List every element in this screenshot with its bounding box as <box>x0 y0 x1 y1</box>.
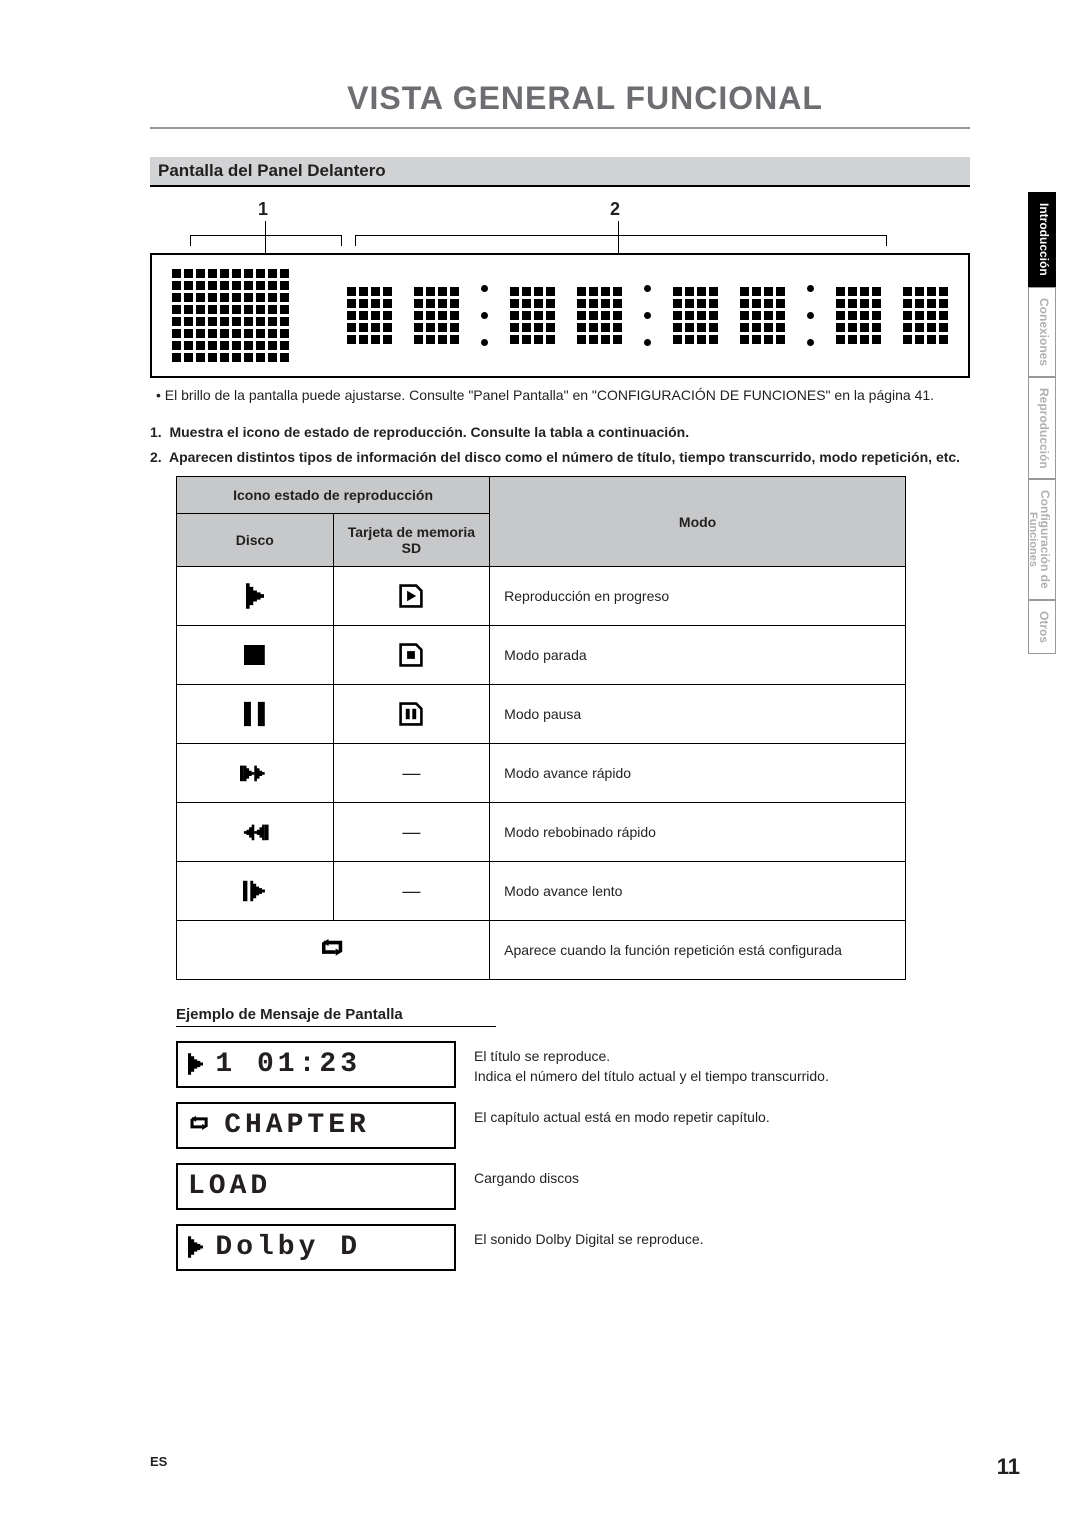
footer-lang: ES <box>150 1454 167 1480</box>
mode-cell: Aparece cuando la función repetición est… <box>490 921 906 980</box>
example-description: El título se reproduce.Indica el número … <box>474 1041 970 1086</box>
front-panel-diagram: 1 2 <box>150 199 970 378</box>
digit-grid <box>577 287 622 344</box>
th-disc: Disco <box>177 514 334 567</box>
side-tab-otros[interactable]: Otros <box>1028 600 1056 654</box>
disc-icon-cell <box>177 685 334 744</box>
sd-icon-cell <box>333 685 490 744</box>
digit-grid <box>836 287 881 344</box>
sd-icon-cell: — <box>333 803 490 862</box>
mode-cell: Modo avance rápido <box>490 744 906 803</box>
fast-forward-icon <box>240 763 269 784</box>
play-icon <box>188 1053 203 1075</box>
sd-icon-cell <box>333 626 490 685</box>
display-text: Dolby D <box>215 1232 361 1263</box>
play-icon <box>246 583 264 609</box>
display-message-box: Dolby D <box>176 1224 456 1271</box>
display-message-box: LOAD <box>176 1163 456 1210</box>
mode-cell: Modo parada <box>490 626 906 685</box>
diagram-label-1: 1 <box>258 199 268 220</box>
disc-icon-cell <box>177 803 334 862</box>
pause-icon <box>244 701 265 727</box>
table-row: —Modo avance rápido <box>177 744 906 803</box>
disc-icon-cell <box>177 921 490 980</box>
display-message-box: 1 01:23 <box>176 1041 456 1088</box>
disc-icon-cell <box>177 626 334 685</box>
digit-grid <box>414 287 459 344</box>
section-header-example: Ejemplo de Mensaje de Pantalla <box>176 1006 496 1027</box>
sd-icon-cell: — <box>333 744 490 803</box>
diagram-label-2: 2 <box>610 199 620 220</box>
th-icon-group: Icono estado de reproducción <box>177 477 490 514</box>
colon-dots <box>807 285 814 346</box>
table-row: —Modo avance lento <box>177 862 906 921</box>
display-text: CHAPTER <box>224 1110 370 1141</box>
mode-cell: Modo avance lento <box>490 862 906 921</box>
display-text: LOAD <box>188 1171 271 1202</box>
manual-page: VISTA GENERAL FUNCIONAL Pantalla del Pan… <box>0 0 1080 1528</box>
rewind-icon <box>240 822 269 843</box>
mode-cell: Modo rebobinado rápido <box>490 803 906 862</box>
slow-forward-icon <box>243 878 266 904</box>
list-item-1: 1. Muestra el icono de estado de reprodu… <box>150 423 970 443</box>
title-underline <box>150 127 970 129</box>
sd-stop-icon <box>398 642 424 668</box>
side-tab-configuración-de-funciones[interactable]: Configuración deFunciones <box>1028 479 1056 600</box>
mode-cell: Reproducción en progreso <box>490 567 906 626</box>
disc-icon-cell <box>177 862 334 921</box>
repeat-icon <box>188 1115 212 1135</box>
sd-pause-icon <box>398 701 424 727</box>
table-row: Modo parada <box>177 626 906 685</box>
sd-play-icon <box>398 583 424 609</box>
play-icon <box>188 1236 203 1258</box>
front-panel-display <box>150 253 970 378</box>
disc-icon-cell <box>177 744 334 803</box>
th-sd: Tarjeta de memoria SD <box>333 514 490 567</box>
example-row: Dolby D El sonido Dolby Digital se reprod… <box>176 1224 970 1271</box>
section-header-panel: Pantalla del Panel Delantero <box>150 157 970 187</box>
digit-grid <box>740 287 785 344</box>
page-title: VISTA GENERAL FUNCIONAL <box>150 80 1020 117</box>
status-icon-table: Icono estado de reproducción Modo Disco … <box>176 476 906 980</box>
table-row: Modo pausa <box>177 685 906 744</box>
mode-cell: Modo pausa <box>490 685 906 744</box>
examples-container: 1 01:23 El título se reproduce.Indica el … <box>176 1041 970 1271</box>
example-row: 1 01:23 El título se reproduce.Indica el … <box>176 1041 970 1088</box>
example-description: Cargando discos <box>474 1163 970 1189</box>
th-mode: Modo <box>490 477 906 567</box>
digit-grid <box>347 287 392 344</box>
side-tabs: IntroducciónConexionesReproducciónConfig… <box>1028 192 1056 654</box>
colon-dots <box>644 285 651 346</box>
page-footer: ES 11 <box>150 1454 1020 1480</box>
repeat-icon <box>319 938 348 961</box>
display-message-box: CHAPTER <box>176 1102 456 1149</box>
digit-grid <box>510 287 555 344</box>
side-tab-conexiones[interactable]: Conexiones <box>1028 287 1056 377</box>
table-row: Aparece cuando la función repetición est… <box>177 921 906 980</box>
disc-icon-cell <box>177 567 334 626</box>
example-row: LOAD Cargando discos <box>176 1163 970 1210</box>
digit-grid <box>903 287 948 344</box>
list-item-2: 2. Aparecen distintos tipos de informaci… <box>150 448 970 468</box>
side-tab-introducción[interactable]: Introducción <box>1028 192 1056 287</box>
example-description: El sonido Dolby Digital se reproduce. <box>474 1224 970 1250</box>
stop-icon <box>244 645 265 666</box>
sd-icon-cell <box>333 567 490 626</box>
side-tab-reproducción[interactable]: Reproducción <box>1028 377 1056 480</box>
sd-icon-cell: — <box>333 862 490 921</box>
colon-dots <box>481 285 488 346</box>
brightness-note: • El brillo de la pantalla puede ajustar… <box>150 386 970 405</box>
table-row: Reproducción en progreso <box>177 567 906 626</box>
example-row: CHAPTER El capítulo actual está en modo r… <box>176 1102 970 1149</box>
table-row: —Modo rebobinado rápido <box>177 803 906 862</box>
example-description: El capítulo actual está en modo repetir … <box>474 1102 970 1128</box>
digit-grid <box>673 287 718 344</box>
display-text: 1 01:23 <box>215 1049 361 1080</box>
status-icon-grid <box>172 269 289 362</box>
page-number: 11 <box>997 1454 1020 1480</box>
